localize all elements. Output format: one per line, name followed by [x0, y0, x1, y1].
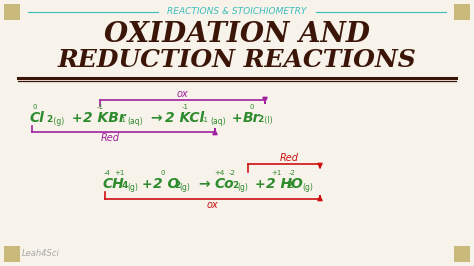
Text: +4: +4 [214, 170, 224, 176]
Text: Leah4Sci: Leah4Sci [22, 250, 60, 259]
Text: -1: -1 [202, 117, 209, 123]
Text: +: + [72, 111, 82, 124]
Text: -1: -1 [120, 117, 127, 123]
Bar [454, 4, 470, 20]
Text: (g): (g) [51, 117, 64, 126]
Text: Cl: Cl [30, 111, 45, 125]
Text: Red: Red [280, 153, 299, 163]
Text: OXIDATION AND: OXIDATION AND [104, 20, 370, 48]
Text: 0: 0 [250, 104, 254, 110]
Text: (aq): (aq) [210, 117, 226, 126]
Text: REACTIONS & STOICHIOMETRY: REACTIONS & STOICHIOMETRY [167, 7, 307, 16]
Text: (g): (g) [237, 182, 248, 192]
Text: +1: +1 [271, 170, 281, 176]
Text: 0: 0 [33, 104, 37, 110]
Text: O: O [291, 177, 303, 191]
Text: (aq): (aq) [127, 117, 143, 126]
Text: REDUCTION REACTIONS: REDUCTION REACTIONS [58, 48, 416, 72]
Bar [4, 246, 20, 262]
Text: 2: 2 [174, 181, 180, 190]
Text: Co: Co [215, 177, 235, 191]
Text: +1: +1 [114, 170, 124, 176]
Text: Red: Red [100, 133, 119, 143]
Text: (g): (g) [179, 182, 190, 192]
Text: →: → [198, 177, 210, 191]
Text: 2 H: 2 H [266, 177, 292, 191]
Text: →: → [150, 111, 162, 125]
Text: (g): (g) [127, 182, 138, 192]
Text: 2 KBr: 2 KBr [83, 111, 126, 125]
Text: 2: 2 [232, 181, 238, 190]
Text: -2: -2 [289, 170, 295, 176]
Text: (g): (g) [302, 182, 313, 192]
Text: +: + [255, 177, 265, 190]
Text: 2: 2 [286, 181, 292, 190]
Text: -4: -4 [103, 170, 110, 176]
Text: -1: -1 [97, 104, 103, 110]
Text: -2: -2 [228, 170, 236, 176]
Bar [454, 246, 470, 262]
Text: ox: ox [207, 200, 219, 210]
Text: 0: 0 [161, 170, 165, 176]
Text: 2: 2 [257, 115, 263, 124]
Text: +: + [232, 111, 243, 124]
Text: 4: 4 [122, 181, 128, 190]
Text: 2 O: 2 O [153, 177, 179, 191]
Bar [4, 4, 20, 20]
Text: -1: -1 [182, 104, 189, 110]
Text: 2: 2 [46, 115, 52, 124]
Text: 2 KCl: 2 KCl [165, 111, 204, 125]
Text: ox: ox [177, 89, 188, 99]
Text: CH: CH [103, 177, 125, 191]
Text: (l): (l) [262, 117, 273, 126]
Text: +: + [142, 177, 153, 190]
Text: Br: Br [243, 111, 261, 125]
